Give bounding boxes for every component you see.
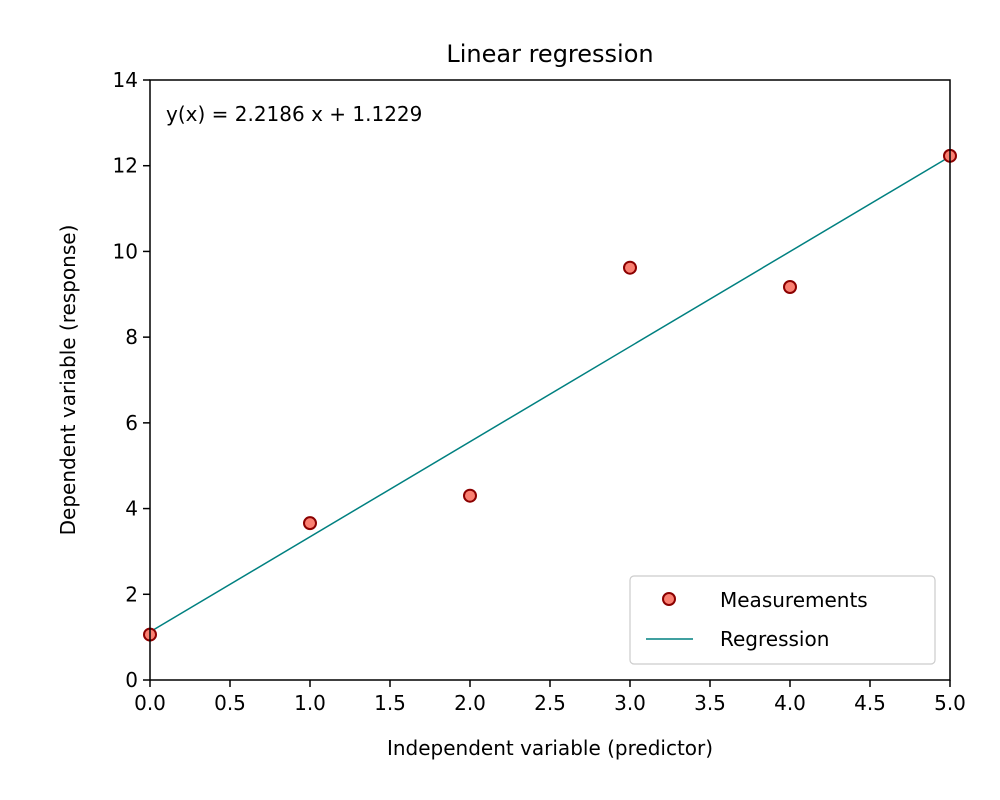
plot-area	[143, 148, 957, 642]
legend-marker-measurements	[662, 592, 676, 606]
y-tick-label: 10	[113, 239, 138, 263]
x-tick-label: 0.5	[214, 691, 246, 715]
x-axis: 0.0 0.5 1.0 1.5 2.0 2.5 3.0 3.5 4.0 4.5 5.0	[134, 680, 966, 715]
y-tick-label: 8	[125, 325, 138, 349]
legend-label-regression: Regression	[720, 627, 829, 651]
y-tick-label: 0	[125, 668, 138, 692]
measurement-point	[463, 488, 477, 503]
y-axis: 0 2 4 6 8 10 12 14	[113, 68, 150, 692]
y-axis-title: Dependent variable (response)	[56, 225, 80, 536]
x-tick-label: 3.5	[694, 691, 726, 715]
x-tick-label: 3.0	[614, 691, 646, 715]
y-tick-label: 6	[125, 411, 138, 435]
y-tick-label: 12	[113, 154, 138, 178]
y-tick-label: 14	[113, 68, 138, 92]
x-tick-label: 4.0	[774, 691, 806, 715]
regression-line	[149, 155, 951, 633]
legend: Measurements Regression	[629, 575, 936, 665]
x-tick-label: 1.5	[374, 691, 406, 715]
x-tick-label: 1.0	[294, 691, 326, 715]
chart-title: Linear regression	[446, 40, 653, 68]
regression-equation: y(x) = 2.2186 x + 1.1229	[166, 102, 422, 126]
legend-box	[629, 575, 936, 665]
x-axis-title: Independent variable (predictor)	[387, 736, 713, 760]
measurement-point	[303, 516, 317, 531]
measurement-point	[783, 280, 797, 294]
x-tick-label: 2.5	[534, 691, 566, 715]
x-tick-label: 0.0	[134, 691, 166, 715]
legend-label-measurements: Measurements	[720, 588, 868, 612]
regression-layer	[149, 155, 951, 633]
points-layer	[143, 148, 957, 642]
x-tick-label: 4.5	[854, 691, 886, 715]
x-tick-label: 5.0	[934, 691, 966, 715]
measurement-point	[623, 260, 637, 275]
y-tick-label: 4	[125, 497, 138, 521]
y-tick-label: 2	[125, 582, 138, 606]
x-tick-label: 2.0	[454, 691, 486, 715]
